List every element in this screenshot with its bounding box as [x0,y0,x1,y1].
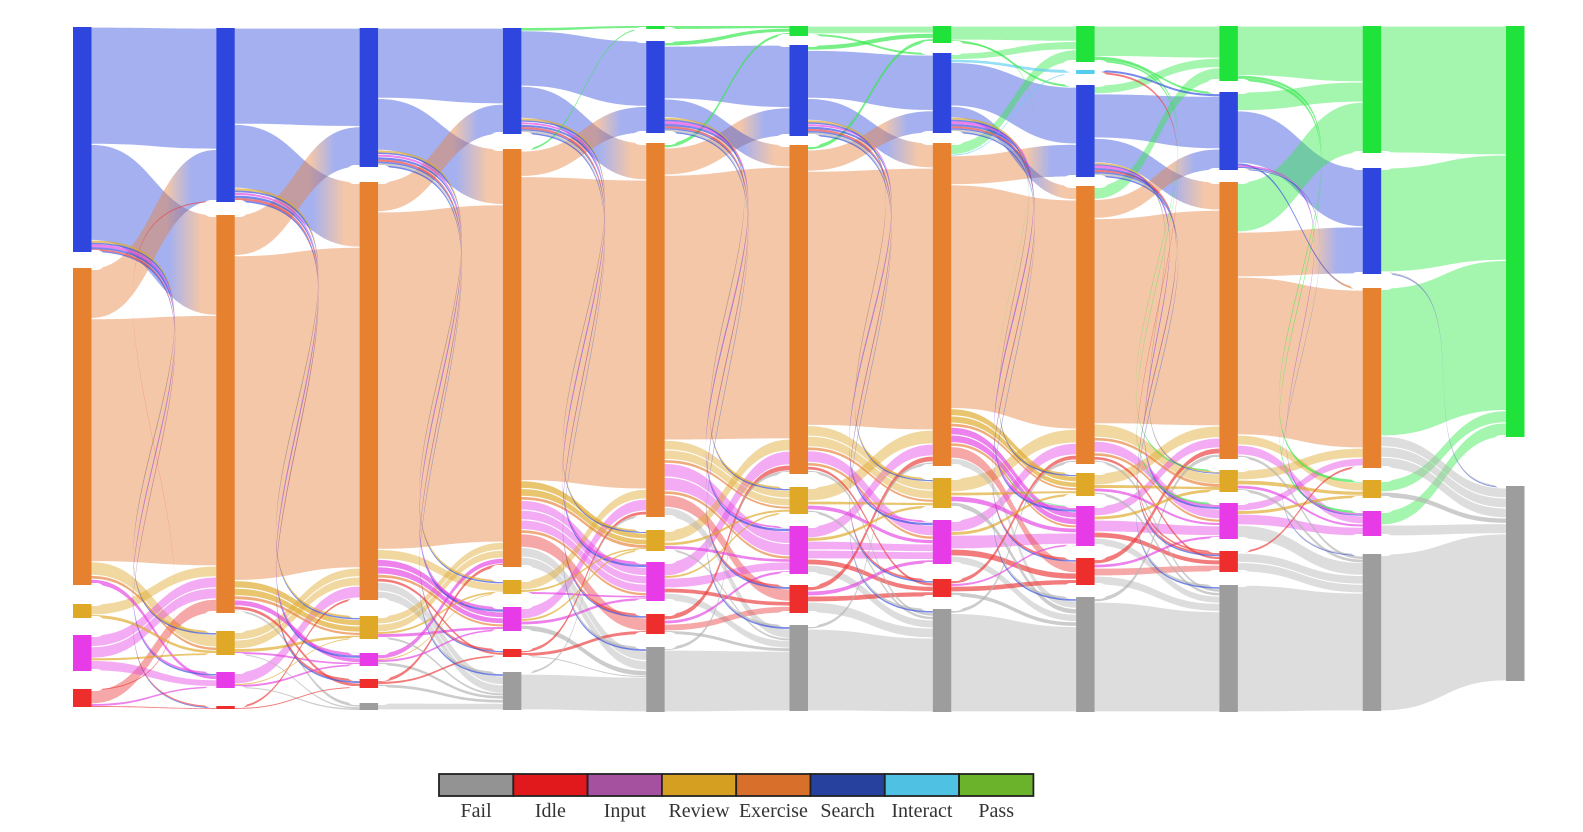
svg-text:Exercise: Exercise [739,800,808,822]
svg-text:Fail: Fail [461,800,493,822]
svg-text:Idle: Idle [535,800,566,822]
svg-text:Review: Review [668,800,730,822]
svg-text:Interact: Interact [891,800,953,822]
svg-text:Input: Input [604,800,647,822]
svg-text:Search: Search [820,800,874,822]
svg-text:Pass: Pass [978,800,1014,822]
